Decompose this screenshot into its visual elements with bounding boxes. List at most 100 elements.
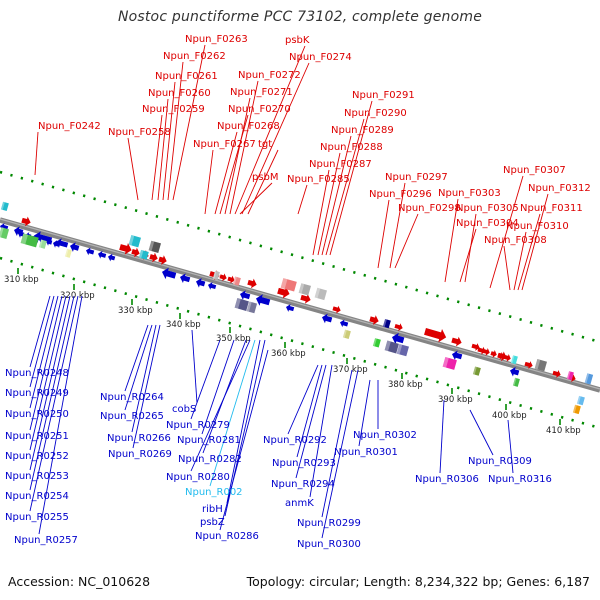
label-leader-line xyxy=(29,295,63,431)
feature-box xyxy=(534,359,547,372)
scale-ticks: 310 kbp 320 kbp 330 kbp 340 kbp 350 kbp 360 k… xyxy=(4,268,581,436)
label-leader-line xyxy=(439,399,445,474)
genome-summary-text: Topology: circular; Length: 8,234,322 bp… xyxy=(246,574,590,589)
label-leader-line xyxy=(321,135,352,256)
gene-label: Npun_F0260 xyxy=(148,88,211,99)
gene-label: Npun_F0296 xyxy=(369,189,432,200)
gene-label: Npun_F0303 xyxy=(438,188,501,199)
gene-label: Npun_F0287 xyxy=(309,159,372,170)
feature-box xyxy=(342,329,351,339)
forward-gene-arrow xyxy=(277,286,290,299)
gene-label: Npun_F0285 xyxy=(287,174,350,185)
feature-box xyxy=(64,248,72,258)
label-leader-line xyxy=(296,364,323,458)
feature-box xyxy=(372,338,381,348)
label-leader-line xyxy=(312,169,330,256)
label-leader-line xyxy=(247,149,279,215)
forward-gene-arrow xyxy=(524,361,533,369)
label-leader-line xyxy=(157,98,169,201)
gene-label: Npun_R0279 xyxy=(166,420,230,431)
gene-label: Npun_R0306 xyxy=(415,474,479,485)
gene-label: Npun_R0282 xyxy=(178,454,242,465)
gene-label: Npun_R0264 xyxy=(100,392,164,403)
outer-scale-line xyxy=(0,170,600,344)
label-leader-line xyxy=(325,118,365,256)
feature-box xyxy=(128,235,141,248)
forward-gene-arrow xyxy=(471,343,480,351)
reverse-gene-arrow xyxy=(98,250,107,259)
feature-box xyxy=(442,356,457,370)
label-leader-line xyxy=(132,324,161,449)
label-leader-line xyxy=(29,295,55,388)
gene-label: Npun_F0297 xyxy=(385,172,448,183)
reverse-gene-arrow xyxy=(70,242,80,252)
label-leader-line xyxy=(503,245,511,291)
feature-box xyxy=(234,298,249,311)
gene-label: Npun_F0311 xyxy=(520,203,583,214)
gene-label: Npun_R0266 xyxy=(107,433,171,444)
gene-label: Npun_R0252 xyxy=(5,451,69,462)
gene-label: Npun_R0257 xyxy=(14,535,78,546)
gene-label: Npun_R0293 xyxy=(272,458,336,469)
feature-box xyxy=(510,355,518,365)
forward-gene-arrow xyxy=(490,350,497,358)
gene-label: Npun_R0316 xyxy=(488,474,552,485)
forward-gene-arrow xyxy=(483,348,490,356)
forward-gene-arrow xyxy=(119,243,132,255)
gene-label: Npun_F0290 xyxy=(344,108,407,119)
gene-label: Npun_F0289 xyxy=(331,125,394,136)
reverse-gene-arrow xyxy=(46,238,53,246)
forward-gene-arrow xyxy=(504,353,511,362)
label-leader-line xyxy=(239,182,273,215)
label-leader-line xyxy=(241,62,310,215)
gene-label: Npun_R0300 xyxy=(297,539,361,550)
reverse-gene-arrow xyxy=(392,332,405,345)
gene-label: Npun_F0262 xyxy=(163,51,226,62)
reverse-gene-arrow xyxy=(452,350,463,361)
gene-label: Npun_R0302 xyxy=(353,430,417,441)
gene-label: Npun_R0251 xyxy=(5,431,69,442)
scale-tick-label: 380 kbp xyxy=(388,380,423,390)
gene-label: Npun_F0267 xyxy=(193,139,256,150)
label-leader-line xyxy=(124,324,149,392)
gene-label: Npun_F0308 xyxy=(484,235,547,246)
gene-features xyxy=(0,201,594,415)
gene-label: Npun_R0301 xyxy=(334,447,398,458)
label-leader-line xyxy=(219,114,249,215)
gene-label: Npun_F0312 xyxy=(528,183,591,194)
reverse-gene-arrow xyxy=(56,238,69,248)
gene-label: Npun_F0259 xyxy=(142,104,205,115)
reverse-gene-arrow xyxy=(180,273,191,284)
gene-label: Npun_F0304 xyxy=(456,218,519,229)
label-leader-line xyxy=(190,339,251,472)
feature-box xyxy=(314,287,327,301)
feature-box xyxy=(576,395,585,406)
label-leader-line xyxy=(209,339,256,487)
reverse-gene-arrow xyxy=(322,313,333,324)
gene-label: Npun_R0269 xyxy=(108,449,172,460)
scale-tick-label: 330 kbp xyxy=(118,306,153,316)
reverse-gene-arrow xyxy=(162,267,177,280)
label-leader-line xyxy=(317,152,341,256)
gene-label: Npun_R0309 xyxy=(468,456,532,467)
gene-label: Npun_R0265 xyxy=(100,411,164,422)
gene-label: Npun_R002 xyxy=(185,487,243,498)
scale-tick-label: 320 kbp xyxy=(60,291,95,301)
label-leader-line xyxy=(29,295,67,451)
gene-label: Npun_R0299 xyxy=(297,518,361,529)
gene-label: Npun_R0294 xyxy=(271,479,335,490)
feature-box xyxy=(20,233,39,248)
feature-box xyxy=(148,240,161,254)
scale-tick-label: 370 kbp xyxy=(333,365,368,375)
label-leader-line xyxy=(295,364,327,479)
label-leader-line xyxy=(191,329,198,404)
label-leader-line xyxy=(517,213,541,291)
reverse-gene-arrow xyxy=(53,240,60,248)
label-leader-line xyxy=(469,409,494,456)
forward-gene-arrow xyxy=(552,370,561,378)
forward-gene-arrow xyxy=(451,336,462,347)
label-leader-line xyxy=(229,80,259,215)
label-leader-line xyxy=(29,295,71,471)
label-leader-line xyxy=(214,131,238,215)
